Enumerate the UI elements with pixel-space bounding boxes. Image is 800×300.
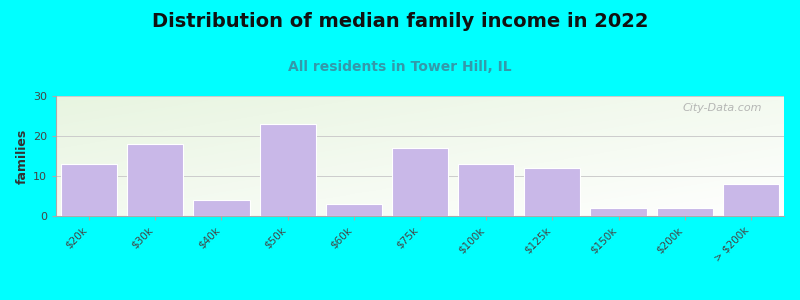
Bar bbox=[259, 124, 316, 216]
Text: Distribution of median family income in 2022: Distribution of median family income in … bbox=[152, 12, 648, 31]
Bar bbox=[524, 168, 581, 216]
Bar bbox=[657, 208, 713, 216]
Bar bbox=[127, 144, 183, 216]
Bar bbox=[722, 184, 779, 216]
Bar bbox=[326, 204, 382, 216]
Text: All residents in Tower Hill, IL: All residents in Tower Hill, IL bbox=[288, 60, 512, 74]
Bar bbox=[590, 208, 646, 216]
Bar bbox=[458, 164, 514, 216]
Bar bbox=[392, 148, 448, 216]
Text: City-Data.com: City-Data.com bbox=[682, 103, 762, 113]
Y-axis label: families: families bbox=[16, 128, 29, 184]
Bar bbox=[194, 200, 250, 216]
Bar bbox=[61, 164, 118, 216]
